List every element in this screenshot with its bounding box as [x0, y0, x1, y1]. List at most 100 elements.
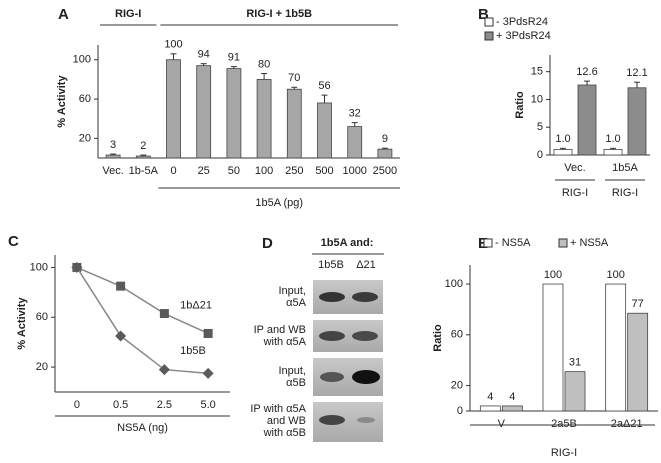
x-tick-label: 5.0 — [200, 399, 215, 411]
panel-letter: D — [262, 235, 273, 252]
marker — [159, 309, 169, 319]
bar — [627, 87, 647, 156]
value-label: 32 — [349, 108, 361, 120]
x-tick-label: 100 — [255, 165, 273, 177]
x-tick-label: 1b-5A — [129, 165, 159, 177]
group-label: RIG-I — [562, 187, 588, 199]
y-axis-label: % Activity — [56, 75, 68, 128]
bar — [627, 312, 649, 412]
marker — [202, 367, 214, 379]
band — [357, 417, 375, 423]
x-tick-label: 1000 — [342, 165, 366, 177]
x-tick-label: Vec. — [102, 165, 123, 177]
y-tick-label: 60 — [36, 311, 48, 323]
x-axis-label: 1b5A (pg) — [255, 197, 303, 209]
panel-letter: A — [58, 6, 69, 23]
blot-row-label: with α5B — [263, 427, 306, 439]
group-label: RIG-I — [551, 447, 577, 459]
blot-header: 1b5A and: — [321, 237, 374, 249]
band — [352, 370, 380, 384]
marker — [115, 330, 127, 342]
series-line — [76, 267, 209, 375]
blot-row-label: Input, — [278, 365, 306, 377]
bar — [286, 88, 302, 159]
y-tick-label: 60 — [79, 93, 91, 105]
bar — [553, 149, 573, 156]
bar — [166, 59, 181, 159]
band — [352, 292, 378, 302]
x-tick-label: 1b5A — [612, 162, 638, 174]
value-label: 100 — [164, 39, 182, 51]
y-tick-label: 0 — [537, 149, 543, 161]
blot-row-label: with α5A — [263, 336, 307, 348]
value-label: 12.6 — [576, 66, 597, 78]
x-tick-label: V — [498, 418, 506, 430]
x-tick-label: 50 — [228, 165, 240, 177]
x-tick-label: 2aΔ21 — [611, 418, 643, 430]
x-tick-label: 250 — [285, 165, 303, 177]
value-label: 56 — [318, 80, 330, 92]
y-tick-label: 100 — [30, 261, 48, 273]
y-tick-label: 60 — [451, 329, 463, 341]
value-label: 70 — [288, 72, 300, 84]
bar — [226, 68, 242, 159]
bar — [317, 102, 332, 159]
legend-label: - NS5A — [495, 237, 531, 249]
blot-row-label: and WB — [267, 415, 306, 427]
y-tick-label: 100 — [445, 278, 463, 290]
value-label: 91 — [228, 52, 240, 64]
y-tick-label: 10 — [531, 93, 543, 105]
legend-label: - 3PdsR24 — [496, 16, 548, 28]
legend-label: + NS5A — [570, 237, 609, 249]
value-label: 100 — [544, 269, 562, 281]
x-tick-label: 25 — [198, 165, 210, 177]
y-tick-label: 100 — [73, 54, 91, 66]
group-label: RIG-I + 1b5B — [246, 8, 312, 20]
bar — [605, 283, 627, 412]
value-label: 1.0 — [605, 133, 620, 145]
band — [319, 331, 345, 341]
value-label: 4 — [509, 391, 515, 403]
bar — [577, 84, 597, 156]
value-label: 2 — [140, 140, 146, 152]
legend-swatch — [483, 238, 493, 248]
marker — [158, 364, 170, 376]
legend-swatch — [484, 17, 494, 27]
blot-row-label: IP and WB — [254, 324, 306, 336]
value-label: 12.1 — [626, 67, 647, 79]
x-tick-label: 0.5 — [113, 399, 128, 411]
bar — [135, 155, 151, 159]
bar — [377, 148, 393, 159]
legend-swatch — [558, 238, 568, 248]
bar — [105, 154, 121, 159]
x-tick-label: Vec. — [564, 162, 585, 174]
band — [319, 415, 345, 425]
bar — [501, 405, 523, 412]
value-label: 80 — [258, 58, 270, 70]
marker — [203, 328, 213, 338]
x-tick-label: 2500 — [373, 165, 397, 177]
value-label: 31 — [569, 357, 581, 369]
bar — [564, 371, 586, 412]
panel-letter: E — [478, 235, 488, 252]
bar — [603, 149, 623, 156]
panel-letter: B — [478, 6, 489, 23]
bar — [347, 126, 363, 159]
value-label: 3 — [110, 139, 116, 151]
series-line — [76, 266, 209, 335]
value-label: 77 — [632, 298, 644, 310]
marker — [71, 261, 83, 273]
blot-column: Δ21 — [356, 259, 376, 271]
blot-panel: D 1b5A and: 1b5B Δ21 — [262, 235, 384, 442]
series-label: 1b5B — [180, 345, 206, 357]
group-label: RIG-I — [115, 8, 141, 20]
y-tick-label: 20 — [36, 361, 48, 373]
marker — [116, 281, 126, 291]
bar — [196, 65, 212, 159]
y-tick-label: 0 — [457, 405, 463, 417]
band — [352, 331, 378, 341]
y-tick-label: 20 — [79, 132, 91, 144]
value-label: 94 — [198, 49, 210, 61]
value-label: 9 — [382, 133, 388, 145]
x-tick-label: 0 — [74, 399, 80, 411]
